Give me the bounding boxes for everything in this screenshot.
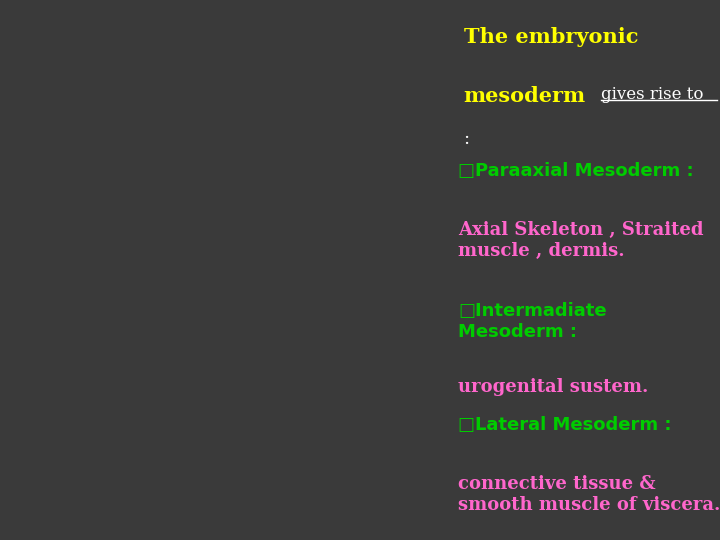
Text: The embryonic: The embryonic: [464, 27, 638, 47]
Text: □Intermadiate
Mesoderm :: □Intermadiate Mesoderm :: [458, 302, 607, 341]
Text: □Paraaxial Mesoderm :: □Paraaxial Mesoderm :: [458, 162, 694, 180]
Text: gives rise to: gives rise to: [601, 86, 703, 103]
Text: urogenital sustem.: urogenital sustem.: [458, 378, 649, 396]
Text: :: :: [464, 130, 469, 147]
Text: □Lateral Mesoderm :: □Lateral Mesoderm :: [458, 416, 672, 434]
Text: mesoderm: mesoderm: [464, 86, 585, 106]
Text: Axial Skeleton , Straited
muscle , dermis.: Axial Skeleton , Straited muscle , dermi…: [458, 221, 703, 260]
Text: connective tissue &
smooth muscle of viscera.: connective tissue & smooth muscle of vis…: [458, 475, 720, 514]
